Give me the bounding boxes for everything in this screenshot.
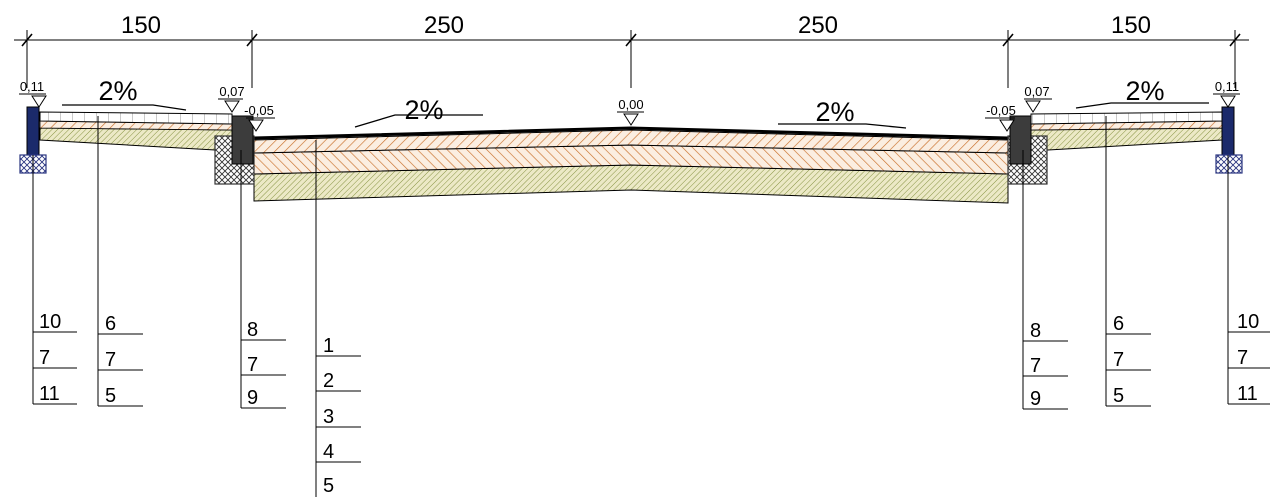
callout-number: 7	[1030, 355, 1041, 377]
callout-number: 7	[105, 349, 116, 371]
leader-lines	[32, 116, 1229, 497]
callout-number: 7	[247, 354, 258, 376]
right-edge-foundation	[1215, 154, 1243, 174]
pavement-layers	[253, 126, 1009, 204]
callout-number: 8	[1030, 320, 1041, 342]
callout-number: 3	[323, 406, 334, 428]
right-sidewalk	[1007, 106, 1243, 185]
right-curb	[1009, 115, 1032, 165]
callout-number: 9	[1030, 388, 1041, 410]
right-sidewalk-base	[1030, 127, 1223, 151]
callout-group-right-curb: 8 7 9	[1023, 320, 1068, 410]
callout-number: 6	[105, 313, 116, 335]
left-sidewalk	[19, 106, 255, 185]
callout-number: 5	[1113, 385, 1124, 407]
road-surface-line	[253, 126, 1009, 140]
callout-number: 7	[1237, 347, 1248, 369]
elevation-right-curb-top: 0,07	[1024, 84, 1049, 99]
left-sidewalk-base	[39, 127, 233, 151]
elevation-far-left: 0,11	[20, 79, 44, 94]
slope-label-right-sidewalk: 2%	[1125, 76, 1164, 106]
slope-label-right-road: 2%	[815, 97, 854, 127]
callout-number: 5	[105, 385, 116, 407]
left-edge-post	[26, 106, 40, 156]
callout-number: 11	[1237, 383, 1258, 405]
callout-number: 2	[323, 370, 334, 392]
elevation-left-curb-top: 0,07	[219, 84, 244, 99]
callout-group-pavement: 1 2 3 4 5	[316, 335, 361, 497]
elevation-markers	[19, 93, 1240, 132]
slope-label-left-sidewalk: 2%	[98, 76, 137, 106]
left-curb	[231, 115, 254, 165]
callout-number: 1	[323, 335, 334, 357]
callout-number: 7	[1113, 349, 1124, 371]
dimension-label-left-lane: 250	[424, 12, 464, 39]
slope-label-left-road: 2%	[404, 95, 443, 125]
elevation-center: 0,00	[618, 97, 643, 112]
elevation-far-right: 0,11	[1215, 79, 1239, 94]
callout-number: 11	[39, 383, 60, 405]
dimension-line	[14, 30, 1249, 88]
callout-group-left-sidewalk: 6 7 5	[98, 313, 143, 407]
slope-arrows	[62, 102, 1209, 129]
right-edge-post	[1221, 106, 1235, 156]
callout-group-left-curb: 8 7 9	[241, 319, 286, 409]
elevation-left-curb-bottom: -0,05	[244, 103, 274, 118]
dimension-label-right-lane: 250	[798, 12, 838, 39]
callout-number: 4	[323, 441, 334, 463]
dimension-label-right-sidewalk: 150	[1111, 12, 1151, 39]
dimension-label-left-sidewalk: 150	[121, 12, 161, 39]
callout-number: 10	[1237, 311, 1259, 333]
callout-number: 10	[39, 311, 61, 333]
callout-number: 8	[247, 319, 258, 341]
callout-number: 7	[39, 347, 50, 369]
callout-group-left-edge: 10 7 11	[33, 311, 77, 405]
callout-number: 9	[247, 387, 258, 409]
callout-group-right-sidewalk: 6 7 5	[1106, 313, 1151, 407]
elevation-right-curb-bottom: -0,05	[986, 103, 1016, 118]
callout-number: 5	[323, 475, 334, 497]
callout-number: 6	[1113, 313, 1124, 335]
callout-group-right-edge: 10 7 11	[1228, 311, 1270, 405]
